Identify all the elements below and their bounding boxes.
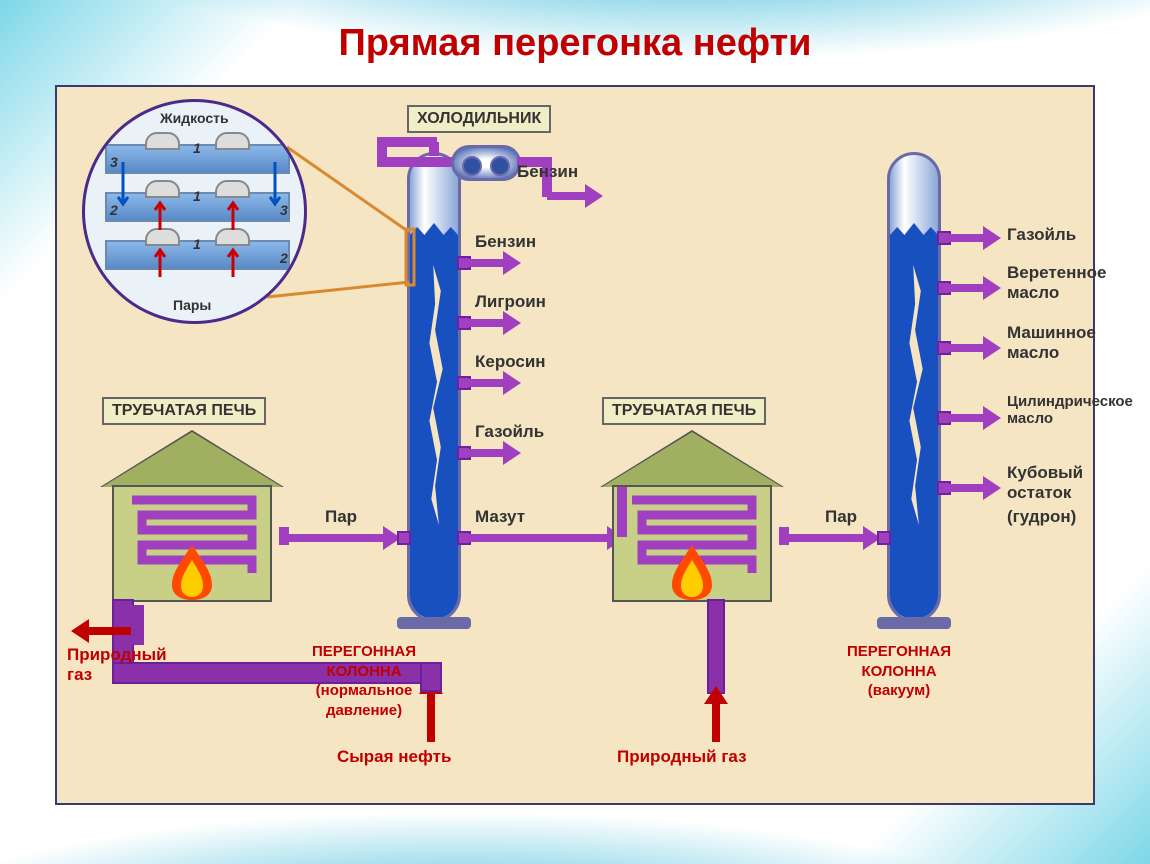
arrow-c1-0 <box>469 259 505 267</box>
furnace-1 <box>102 432 282 602</box>
arrow-mazut <box>469 534 609 542</box>
box-furnace1: ТРУБЧАТАЯ ПЕЧЬ <box>102 397 266 425</box>
label-natgas1: Природный газ <box>67 645 167 685</box>
tap <box>877 531 891 545</box>
pipe-f2-down <box>707 599 725 694</box>
label-c2-5: (гудрон) <box>1007 507 1076 527</box>
pipe-crude-v <box>420 662 442 692</box>
arrow-natgas1 <box>87 627 131 635</box>
col2-base <box>877 617 951 629</box>
tap <box>397 531 411 545</box>
label-steam2: Пар <box>825 507 857 527</box>
label-col1: ПЕРЕГОННАЯ КОЛОННА (нормальное давление) <box>312 642 416 720</box>
inset-num: 2 <box>280 250 288 266</box>
column-atmospheric <box>407 152 461 622</box>
distillation-diagram: Бензин ХОЛОДИЛЬНИК Бензин Лигроин Кероси… <box>55 85 1095 805</box>
furnace-2 <box>602 432 782 602</box>
label-c2-3: Цилиндрическое масло <box>1007 393 1133 427</box>
pipe-gas1 <box>130 605 144 645</box>
inset-num: 1 <box>193 236 201 252</box>
flame-icon <box>172 545 212 600</box>
pipe-mazut-in <box>617 487 627 537</box>
arrow-benzin-top <box>547 192 587 200</box>
flame-icon <box>672 545 712 600</box>
label-col2: ПЕРЕГОННАЯ КОЛОННА (вакуум) <box>847 642 951 701</box>
page-title: Прямая перегонка нефти <box>0 22 1150 65</box>
arrow-c2-2 <box>949 344 985 352</box>
arrow-crude <box>427 692 435 742</box>
arrow-c1-2 <box>469 379 505 387</box>
cooler <box>451 145 521 181</box>
arrow-c2-1 <box>949 284 985 292</box>
inset-tray-detail: Жидкость Пары 1 1 1 2 2 3 3 <box>82 99 307 324</box>
label-steam1: Пар <box>325 507 357 527</box>
column-vacuum <box>887 152 941 622</box>
arrow-c2-4 <box>949 484 985 492</box>
label-natgas2: Природный газ <box>617 747 747 767</box>
arrow-steam2 <box>785 534 865 542</box>
label-c1-2: Керосин <box>475 352 546 372</box>
pipe-top1d <box>377 157 455 167</box>
inset-num: 2 <box>110 202 118 218</box>
label-c2-4: Кубовый остаток <box>1007 463 1083 503</box>
label-c1-3: Газойль <box>475 422 544 442</box>
label-benzin-top: Бензин <box>517 162 578 182</box>
inset-num: 3 <box>280 202 288 218</box>
inset-arrows <box>85 102 307 324</box>
label-c2-1: Веретенное масло <box>1007 263 1107 303</box>
label-c1-0: Бензин <box>475 232 536 252</box>
inset-num: 3 <box>110 154 118 170</box>
inset-num: 1 <box>193 140 201 156</box>
label-c2-0: Газойль <box>1007 225 1076 245</box>
col1-base <box>397 617 471 629</box>
label-crude: Сырая нефть <box>337 747 451 767</box>
label-mazut: Мазут <box>475 507 525 527</box>
arrow-c2-3 <box>949 414 985 422</box>
arrow-c2-0 <box>949 234 985 242</box>
arrow-steam1 <box>285 534 385 542</box>
label-c1-1: Лигроин <box>475 292 546 312</box>
arrow-c1-3 <box>469 449 505 457</box>
box-furnace2: ТРУБЧАТАЯ ПЕЧЬ <box>602 397 766 425</box>
label-c2-2: Машинное масло <box>1007 323 1096 363</box>
inset-num: 1 <box>193 188 201 204</box>
arrow-natgas2 <box>712 702 720 742</box>
arrow-c1-1 <box>469 319 505 327</box>
box-cooler: ХОЛОДИЛЬНИК <box>407 105 551 133</box>
